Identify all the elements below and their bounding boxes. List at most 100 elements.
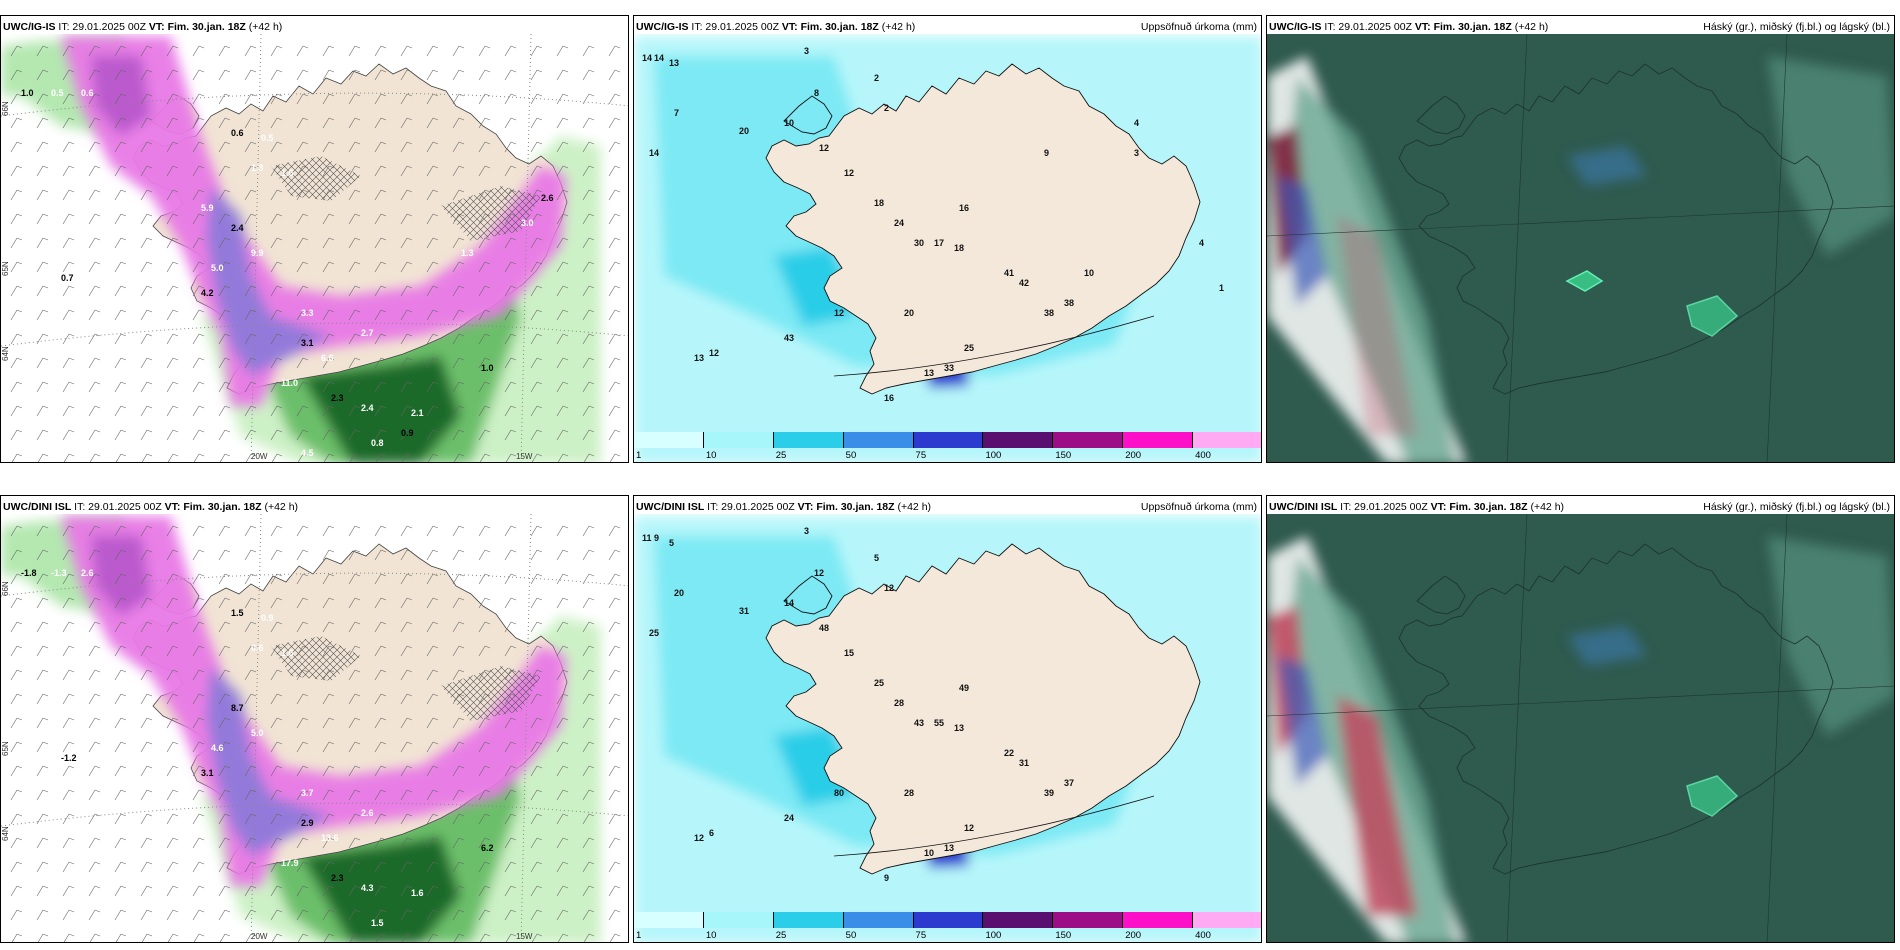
wind-barb [166, 717, 179, 729]
temp-label: 1.5 [231, 608, 244, 618]
wind-barb [608, 621, 621, 633]
wind-barb [348, 429, 361, 441]
wind-barb [322, 885, 335, 897]
wind-barb [114, 765, 127, 777]
wind-barb [36, 357, 49, 369]
wind-barb [400, 381, 413, 393]
legend-label: 75 [915, 930, 927, 941]
wind-barb [218, 669, 231, 681]
precip-label: 3 [804, 526, 809, 536]
wind-barb [400, 93, 413, 105]
wind-barb [11, 453, 23, 462]
legend-label: 10 [705, 450, 717, 461]
wind-barb [88, 45, 101, 57]
wind-barb [218, 213, 231, 225]
wind-barb [348, 333, 361, 345]
wind-barb [36, 573, 49, 585]
wind-barb [114, 885, 127, 897]
wind-barb [244, 333, 257, 345]
wind-barb [504, 645, 517, 657]
wind-barb [322, 429, 335, 441]
temp-label: -1.8 [21, 568, 37, 578]
wind-barb [582, 189, 595, 201]
wind-barb [452, 213, 465, 225]
precip-label: 17 [934, 238, 944, 248]
wind-barb [531, 933, 543, 942]
wind-barb [530, 333, 543, 345]
wind-barb [192, 693, 205, 705]
wind-barb [270, 381, 283, 393]
wind-barb [452, 261, 465, 273]
wind-barb [556, 813, 569, 825]
wind-barb [296, 45, 309, 57]
wind-barb [166, 141, 179, 153]
coastline [1398, 543, 1834, 875]
panel-clouds-dini: UWC/DINI ISL IT: 29.01.2025 00Z VT: Fim.… [1266, 495, 1895, 943]
wind-barb [452, 621, 465, 633]
wind-barb [530, 189, 543, 201]
wind-barb [374, 237, 387, 249]
wind-barb [10, 165, 23, 177]
wind-barb [270, 285, 283, 297]
wind-barb [140, 69, 153, 81]
precip-label: 5 [669, 538, 674, 548]
wind-barb [504, 525, 517, 537]
wind-barb [192, 597, 205, 609]
wind-barb [452, 669, 465, 681]
wind-barb [271, 933, 283, 942]
wind-barb [400, 717, 413, 729]
wind-barb [88, 741, 101, 753]
wind-barb [556, 549, 569, 561]
wind-barb [348, 597, 361, 609]
temperature-map: -1.8 -1.3 2.6 1.5 0.9 -1.2 -1.2 0.6 1.6 8.7 5.0 4.6… [1, 514, 628, 942]
wind-barb [322, 333, 335, 345]
wind-barb [270, 837, 283, 849]
temp-label: 2.4 [231, 223, 244, 233]
wind-barb [400, 861, 413, 873]
temp-label: -1.3 [51, 568, 67, 578]
wind-barb [62, 357, 75, 369]
legend-swatch [913, 432, 984, 448]
wind-barb [62, 165, 75, 177]
wind-barb [114, 429, 127, 441]
wind-barb [62, 765, 75, 777]
wind-barb [374, 525, 387, 537]
precip-legend: 1 10 25 50 75 100 150 200 400 [634, 432, 1261, 462]
wind-barb [556, 285, 569, 297]
wind-barb [192, 813, 205, 825]
wind-barb [37, 453, 49, 462]
wind-barb [296, 621, 309, 633]
wind-barb [426, 597, 439, 609]
wind-barb [530, 285, 543, 297]
wind-barb [88, 141, 101, 153]
wind-barb [323, 453, 335, 462]
temp-label: -1.2 [61, 753, 77, 763]
wind-barb [140, 909, 153, 921]
wind-barb [582, 117, 595, 129]
wind-barb [297, 933, 309, 942]
temp-label: 2.6 [541, 193, 554, 203]
wind-barb [296, 93, 309, 105]
wind-barb [36, 597, 49, 609]
wind-barb [530, 549, 543, 561]
wind-barb [348, 213, 361, 225]
wind-barb [530, 405, 543, 417]
wind-barb [141, 453, 153, 462]
wind-barb [426, 837, 439, 849]
wind-barb [244, 357, 257, 369]
wind-barb [452, 861, 465, 873]
wind-barb [36, 789, 49, 801]
wind-barb [556, 717, 569, 729]
wind-barb [219, 453, 231, 462]
wind-barb [271, 453, 283, 462]
precip-label: 31 [1019, 758, 1029, 768]
wind-barb [608, 285, 621, 297]
wind-barb [114, 573, 127, 585]
legend-label: 100 [985, 930, 1002, 941]
wind-barb [166, 69, 179, 81]
wind-barb [426, 189, 439, 201]
wind-barb [608, 381, 621, 393]
wind-barb [296, 765, 309, 777]
wind-barb [88, 213, 101, 225]
wind-barb [530, 837, 543, 849]
